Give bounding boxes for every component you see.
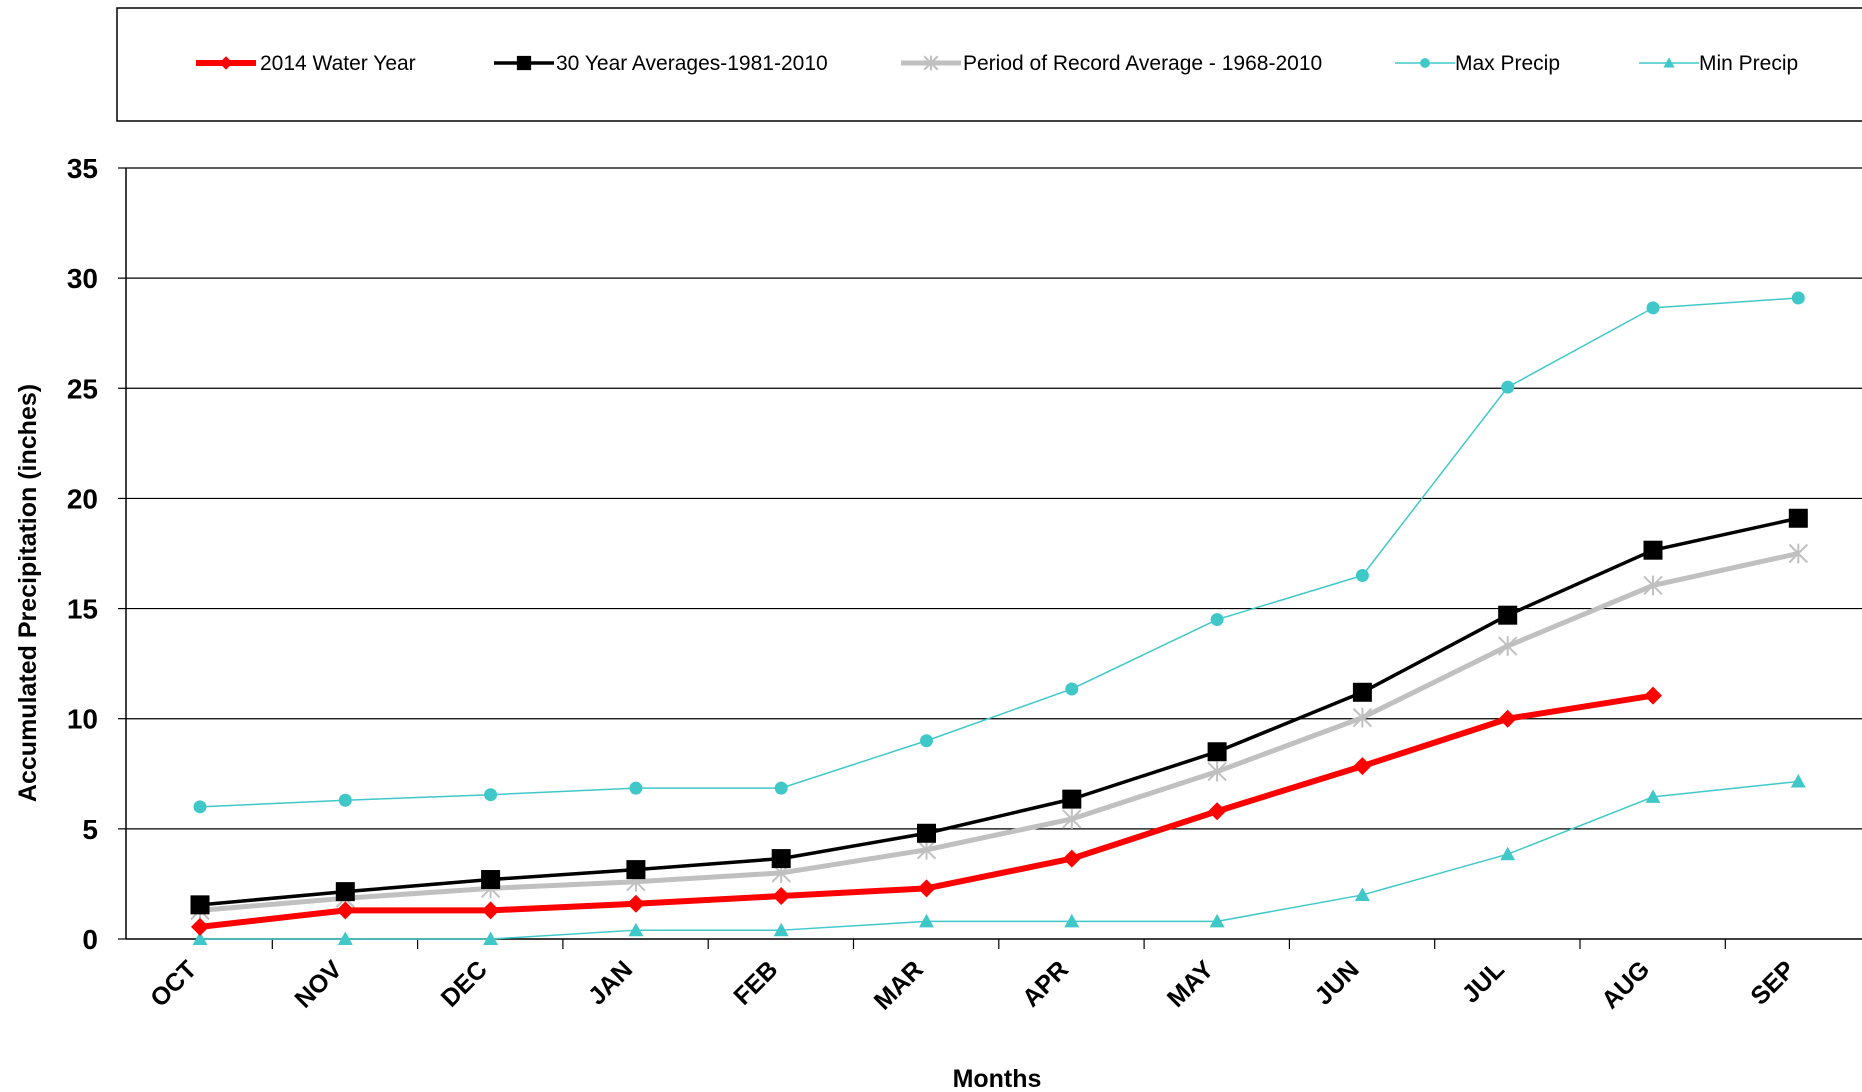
legend-swatch-marker (1663, 57, 1675, 68)
data-point (917, 879, 936, 898)
data-point (1646, 301, 1660, 315)
data-point (336, 901, 355, 920)
series-square (190, 508, 1808, 915)
legend-item: Max Precip (1395, 52, 1560, 75)
y-tick-label: 35 (67, 153, 98, 184)
data-point (920, 734, 933, 748)
data-point (1065, 682, 1079, 696)
legend: 2014 Water Year 30 Year Averages-1981-201… (116, 7, 1862, 122)
series-line (200, 780, 1799, 940)
series-line (199, 551, 1799, 913)
data-point (193, 800, 207, 814)
data-point (338, 793, 352, 807)
data-point (1353, 757, 1372, 776)
data-point (917, 823, 936, 843)
y-axis-title: Accumulated Precipitation (inches) (14, 384, 42, 802)
data-point (1788, 543, 1809, 564)
legend-label: Period of Record Average - 1968-2010 (963, 52, 1322, 75)
data-point (1208, 802, 1227, 821)
data-point (1790, 773, 1806, 788)
data-point (1791, 291, 1805, 305)
legend-label: Min Precip (1699, 52, 1798, 75)
data-point (916, 839, 937, 860)
y-tick-label: 30 (67, 263, 98, 294)
legend-item: 30 Year Averages-1981-2010 (494, 52, 828, 75)
series-layer (190, 291, 1809, 945)
y-tick-labels: 0 5 10 15 20 25 30 35 (67, 153, 98, 955)
series-line (199, 297, 1799, 808)
data-point (1643, 540, 1663, 560)
data-point (628, 922, 644, 937)
legend-item: Period of Record Average - 1968-2010 (901, 52, 1322, 75)
series-line (199, 516, 1799, 907)
y-tick-label: 10 (67, 704, 98, 735)
legend-swatch-marker (219, 56, 233, 70)
data-point (481, 870, 501, 890)
data-point (1210, 613, 1224, 627)
data-point (190, 895, 210, 915)
y-tick-label: 25 (67, 373, 98, 404)
legend-label: 30 Year Averages-1981-2010 (556, 52, 828, 75)
legend-box (116, 7, 1862, 122)
series-diamond (191, 686, 1662, 936)
data-point (483, 931, 499, 945)
data-point (1062, 809, 1082, 829)
legend-item: 2014 Water Year (196, 52, 416, 75)
data-point (773, 922, 789, 937)
y-tick-label: 15 (67, 594, 98, 625)
data-point (192, 931, 208, 945)
gridlines (126, 167, 1862, 830)
data-point (1645, 789, 1661, 803)
data-point (1501, 380, 1515, 394)
data-point (484, 788, 498, 802)
data-point (626, 894, 645, 913)
data-point (1643, 575, 1663, 596)
legend-item: Min Precip (1639, 52, 1798, 75)
legend-swatch-marker (1420, 58, 1430, 68)
legend-swatch-marker (516, 55, 532, 71)
y-tick-label: 5 (82, 814, 98, 845)
data-point (1788, 508, 1808, 528)
data-point (626, 860, 646, 880)
data-point (1355, 569, 1369, 583)
series-triangle (192, 773, 1806, 945)
data-point (191, 917, 209, 936)
data-point (1352, 707, 1373, 728)
data-point (1064, 913, 1080, 928)
legend-swatch-marker (923, 55, 939, 71)
data-point (1207, 742, 1227, 762)
x-axis-title: Months (953, 1065, 1042, 1092)
data-point (337, 931, 353, 945)
data-point (481, 901, 500, 920)
data-point (771, 849, 791, 869)
data-point (1354, 887, 1370, 901)
series-circle (193, 291, 1805, 814)
legend-label: Max Precip (1455, 52, 1560, 75)
y-tick-label: 0 (82, 924, 98, 955)
data-point (1062, 789, 1082, 809)
data-point (1498, 605, 1518, 625)
data-point (1497, 636, 1518, 656)
data-point (1500, 846, 1516, 861)
data-point (772, 887, 791, 906)
data-point (1498, 709, 1517, 728)
data-point (1644, 686, 1662, 705)
data-point (1062, 849, 1081, 868)
data-point (1207, 761, 1227, 782)
data-point (774, 781, 788, 795)
data-point (629, 781, 643, 795)
data-point (919, 913, 934, 928)
legend-label: 2014 Water Year (260, 52, 416, 75)
y-tick-label: 20 (67, 483, 98, 514)
data-point (1352, 682, 1372, 702)
data-point (1209, 913, 1225, 928)
data-point (335, 882, 355, 902)
